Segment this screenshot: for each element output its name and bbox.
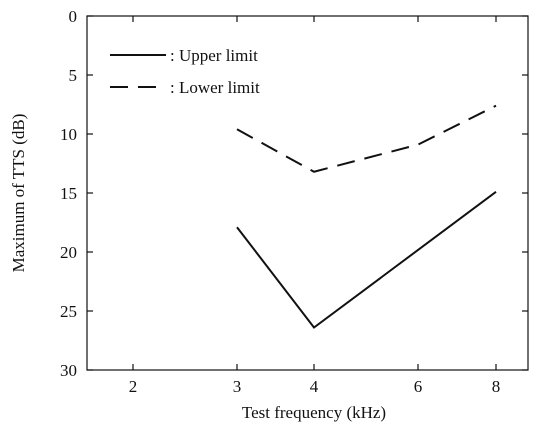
legend: : Upper limit : Lower limit: [110, 46, 260, 97]
x-tick-label: 6: [414, 377, 423, 396]
y-tick-label: 25: [60, 302, 77, 321]
x-axis-title: Test frequency (kHz): [242, 403, 386, 422]
x-axis-ticks: 2 3 4 6 8: [129, 16, 501, 396]
series-layer: [236, 104, 497, 329]
y-tick-label: 0: [69, 7, 78, 26]
x-tick-label: 2: [129, 377, 138, 396]
y-tick-label: 20: [60, 243, 77, 262]
legend-label-upper-limit: : Upper limit: [170, 46, 258, 65]
legend-label-lower-limit: : Lower limit: [170, 78, 260, 97]
y-tick-label: 15: [60, 184, 77, 203]
y-axis-title: Maximum of TTS (dB): [9, 114, 28, 273]
y-tick-label: 5: [69, 66, 78, 85]
y-axis-ticks: 0 5 10 15 20 25 30: [60, 7, 528, 380]
x-tick-label: 8: [492, 377, 501, 396]
y-tick-label: 30: [60, 361, 77, 380]
y-tick-label: 10: [60, 125, 77, 144]
plot-frame: [86, 15, 529, 371]
series-line-upper-limit: [236, 191, 497, 329]
x-tick-label: 4: [310, 377, 319, 396]
x-tick-label: 3: [233, 377, 242, 396]
series-line-lower-limit: [236, 104, 497, 173]
